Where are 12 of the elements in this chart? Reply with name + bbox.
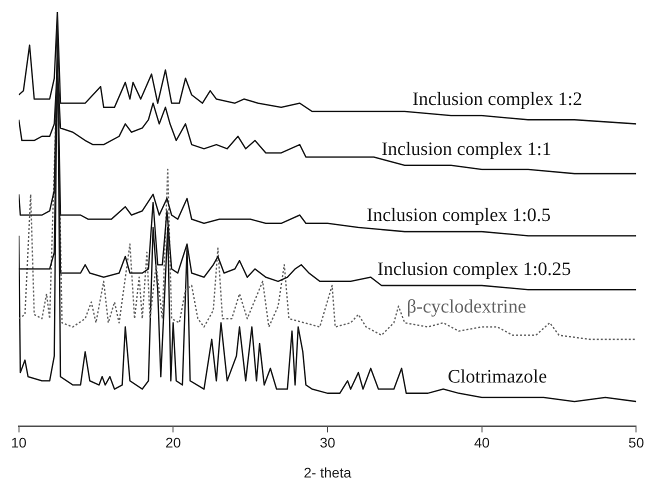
x-tick-label: 20 bbox=[165, 434, 182, 451]
series-label: Inclusion complex 1:0.5 bbox=[366, 205, 551, 226]
x-tick-label: 30 bbox=[320, 434, 336, 451]
series-label: β-cyclodextrine bbox=[406, 296, 526, 318]
x-tick-label: 40 bbox=[474, 434, 490, 451]
series-label: Clotrimazole bbox=[448, 366, 547, 388]
series-label: Inclusion complex 1:1 bbox=[381, 138, 552, 160]
series-label: Inclusion complex 1:0.25 bbox=[377, 258, 571, 280]
x-axis-title: 2- theta bbox=[304, 464, 352, 480]
x-tick-label: 10 bbox=[10, 434, 27, 451]
x-tick-label: 50 bbox=[628, 434, 644, 451]
series-label: Inclusion complex 1:2 bbox=[412, 89, 582, 110]
